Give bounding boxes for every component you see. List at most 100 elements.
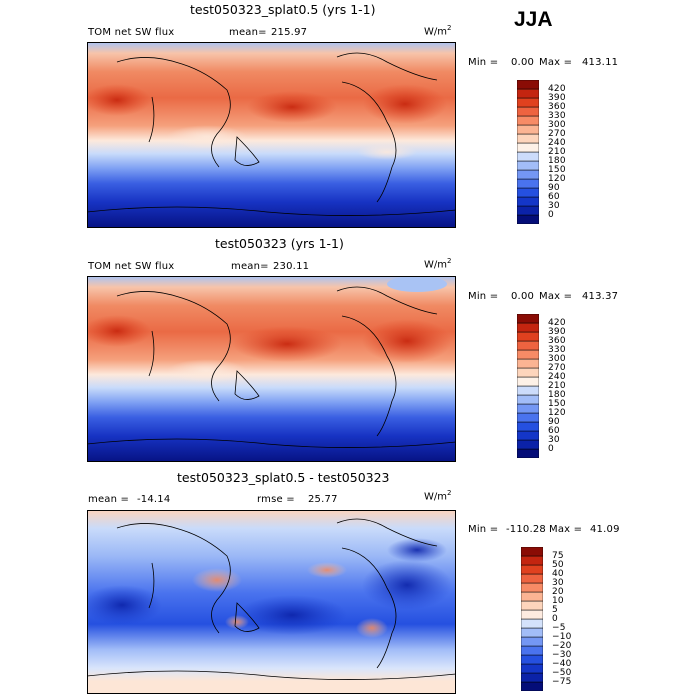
colorbar-swatch: [517, 214, 539, 224]
colorbar-swatch: [517, 151, 539, 162]
colorbar-tick-label: 120: [548, 408, 566, 418]
panel2-units: W/m2: [424, 257, 452, 271]
colorbar-swatch: [517, 340, 539, 351]
colorbar-swatch: [517, 358, 539, 369]
colorbar-swatch: [517, 385, 539, 396]
panel2-mean-label: mean=: [231, 261, 269, 272]
colorbar-tick-label: −40: [552, 659, 572, 669]
colorbar-tick-label: 420: [548, 318, 566, 328]
colorbar-swatch: [521, 627, 543, 638]
panel3-min-value: -110.28: [506, 524, 546, 535]
colorbar-tick-label: 60: [548, 426, 560, 436]
panel3-mean-value: -14.14: [137, 494, 171, 505]
colorbar-swatch: [521, 573, 543, 584]
colorbar-tick-label: 270: [548, 129, 566, 139]
colorbar-swatch: [517, 178, 539, 189]
colorbar-swatch: [521, 654, 543, 665]
panel2-mean-value: 230.11: [273, 261, 310, 272]
panel3-max-value: 41.09: [590, 524, 620, 535]
panel2-title: test050323 (yrs 1-1): [215, 236, 344, 251]
panel1-colorbar-labels: 0 30 60 90 120 150 180 210 240 270 300 330 360 390 420: [548, 80, 588, 224]
panel3-colorbar: [521, 547, 543, 691]
colorbar-tick-label: 90: [548, 417, 560, 427]
colorbar-tick-label: 0: [548, 210, 554, 220]
colorbar-tick-label: 40: [552, 569, 564, 579]
colorbar-swatch: [521, 681, 543, 691]
colorbar-tick-label: 150: [548, 165, 566, 175]
panel3-rmse-label: rmse =: [257, 494, 295, 505]
panel2-max-value: 413.37: [582, 291, 619, 302]
colorbar-tick-label: 330: [548, 345, 566, 355]
colorbar-tick-label: −20: [552, 641, 572, 651]
panel1-title: test050323_splat0.5 (yrs 1-1): [190, 2, 376, 17]
colorbar-swatch: [521, 555, 543, 566]
colorbar-swatch: [517, 97, 539, 108]
panel1-min-label: Min =: [468, 57, 499, 68]
colorbar-tick-label: 240: [548, 138, 566, 148]
panel3-rmse-value: 25.77: [308, 494, 338, 505]
colorbar-swatch: [521, 591, 543, 602]
colorbar-tick-label: 300: [548, 354, 566, 364]
colorbar-swatch: [521, 600, 543, 611]
colorbar-tick-label: 0: [548, 444, 554, 454]
colorbar-tick-label: 30: [552, 578, 564, 588]
colorbar-swatch: [517, 421, 539, 432]
panel2-colorbar-labels: 0 30 60 90 120 150 180 210 240 270 300 330 360 390 420: [548, 314, 588, 458]
colorbar-swatch: [517, 439, 539, 450]
colorbar-swatch: [517, 430, 539, 441]
colorbar-tick-label: 330: [548, 111, 566, 121]
colorbar-swatch: [517, 169, 539, 180]
panel1-units: W/m2: [424, 24, 452, 38]
colorbar-swatch: [521, 672, 543, 683]
colorbar-tick-label: 270: [548, 363, 566, 373]
panel3-title: test050323_splat0.5 - test050323: [177, 470, 390, 485]
colorbar-swatch: [521, 663, 543, 674]
colorbar-swatch: [521, 636, 543, 647]
colorbar-tick-label: 390: [548, 93, 566, 103]
colorbar-swatch: [521, 547, 543, 557]
colorbar-swatch: [517, 394, 539, 405]
colorbar-tick-label: 420: [548, 84, 566, 94]
colorbar-swatch: [517, 133, 539, 144]
colorbar-swatch: [517, 367, 539, 378]
colorbar-swatch: [517, 448, 539, 458]
panel1-variable: TOM net SW flux: [88, 27, 175, 38]
colorbar-swatch: [521, 609, 543, 620]
colorbar-tick-label: 300: [548, 120, 566, 130]
colorbar-tick-label: 10: [552, 596, 564, 606]
colorbar-swatch: [517, 88, 539, 99]
colorbar-swatch: [517, 124, 539, 135]
panel2-colorbar: [517, 314, 539, 458]
colorbar-swatch: [517, 314, 539, 324]
colorbar-swatch: [517, 403, 539, 414]
colorbar-tick-label: 90: [548, 183, 560, 193]
panel1-max-value: 413.11: [582, 57, 619, 68]
colorbar-tick-label: 210: [548, 147, 566, 157]
colorbar-tick-label: 390: [548, 327, 566, 337]
colorbar-swatch: [517, 412, 539, 423]
colorbar-tick-label: −75: [552, 677, 572, 687]
colorbar-tick-label: 180: [548, 390, 566, 400]
season-label: JJA: [514, 8, 553, 31]
colorbar-tick-label: 120: [548, 174, 566, 184]
colorbar-swatch: [517, 322, 539, 333]
panel1-mean-value: 215.97: [271, 27, 308, 38]
colorbar-tick-label: −10: [552, 632, 572, 642]
colorbar-tick-label: 360: [548, 336, 566, 346]
colorbar-tick-label: 150: [548, 399, 566, 409]
colorbar-swatch: [517, 196, 539, 207]
panel3-max-label: Max =: [549, 524, 583, 535]
panel3-min-label: Min =: [468, 524, 499, 535]
colorbar-tick-label: 20: [552, 587, 564, 597]
panel2-min-label: Min =: [468, 291, 499, 302]
colorbar-tick-label: 75: [552, 551, 564, 561]
colorbar-swatch: [517, 331, 539, 342]
colorbar-tick-label: −50: [552, 668, 572, 678]
colorbar-tick-label: 0: [552, 614, 558, 624]
colorbar-swatch: [521, 582, 543, 593]
colorbar-swatch: [521, 645, 543, 656]
colorbar-tick-label: 50: [552, 560, 564, 570]
colorbar-tick-label: 240: [548, 372, 566, 382]
panel3-mean-label: mean =: [88, 494, 130, 505]
colorbar-swatch: [517, 106, 539, 117]
